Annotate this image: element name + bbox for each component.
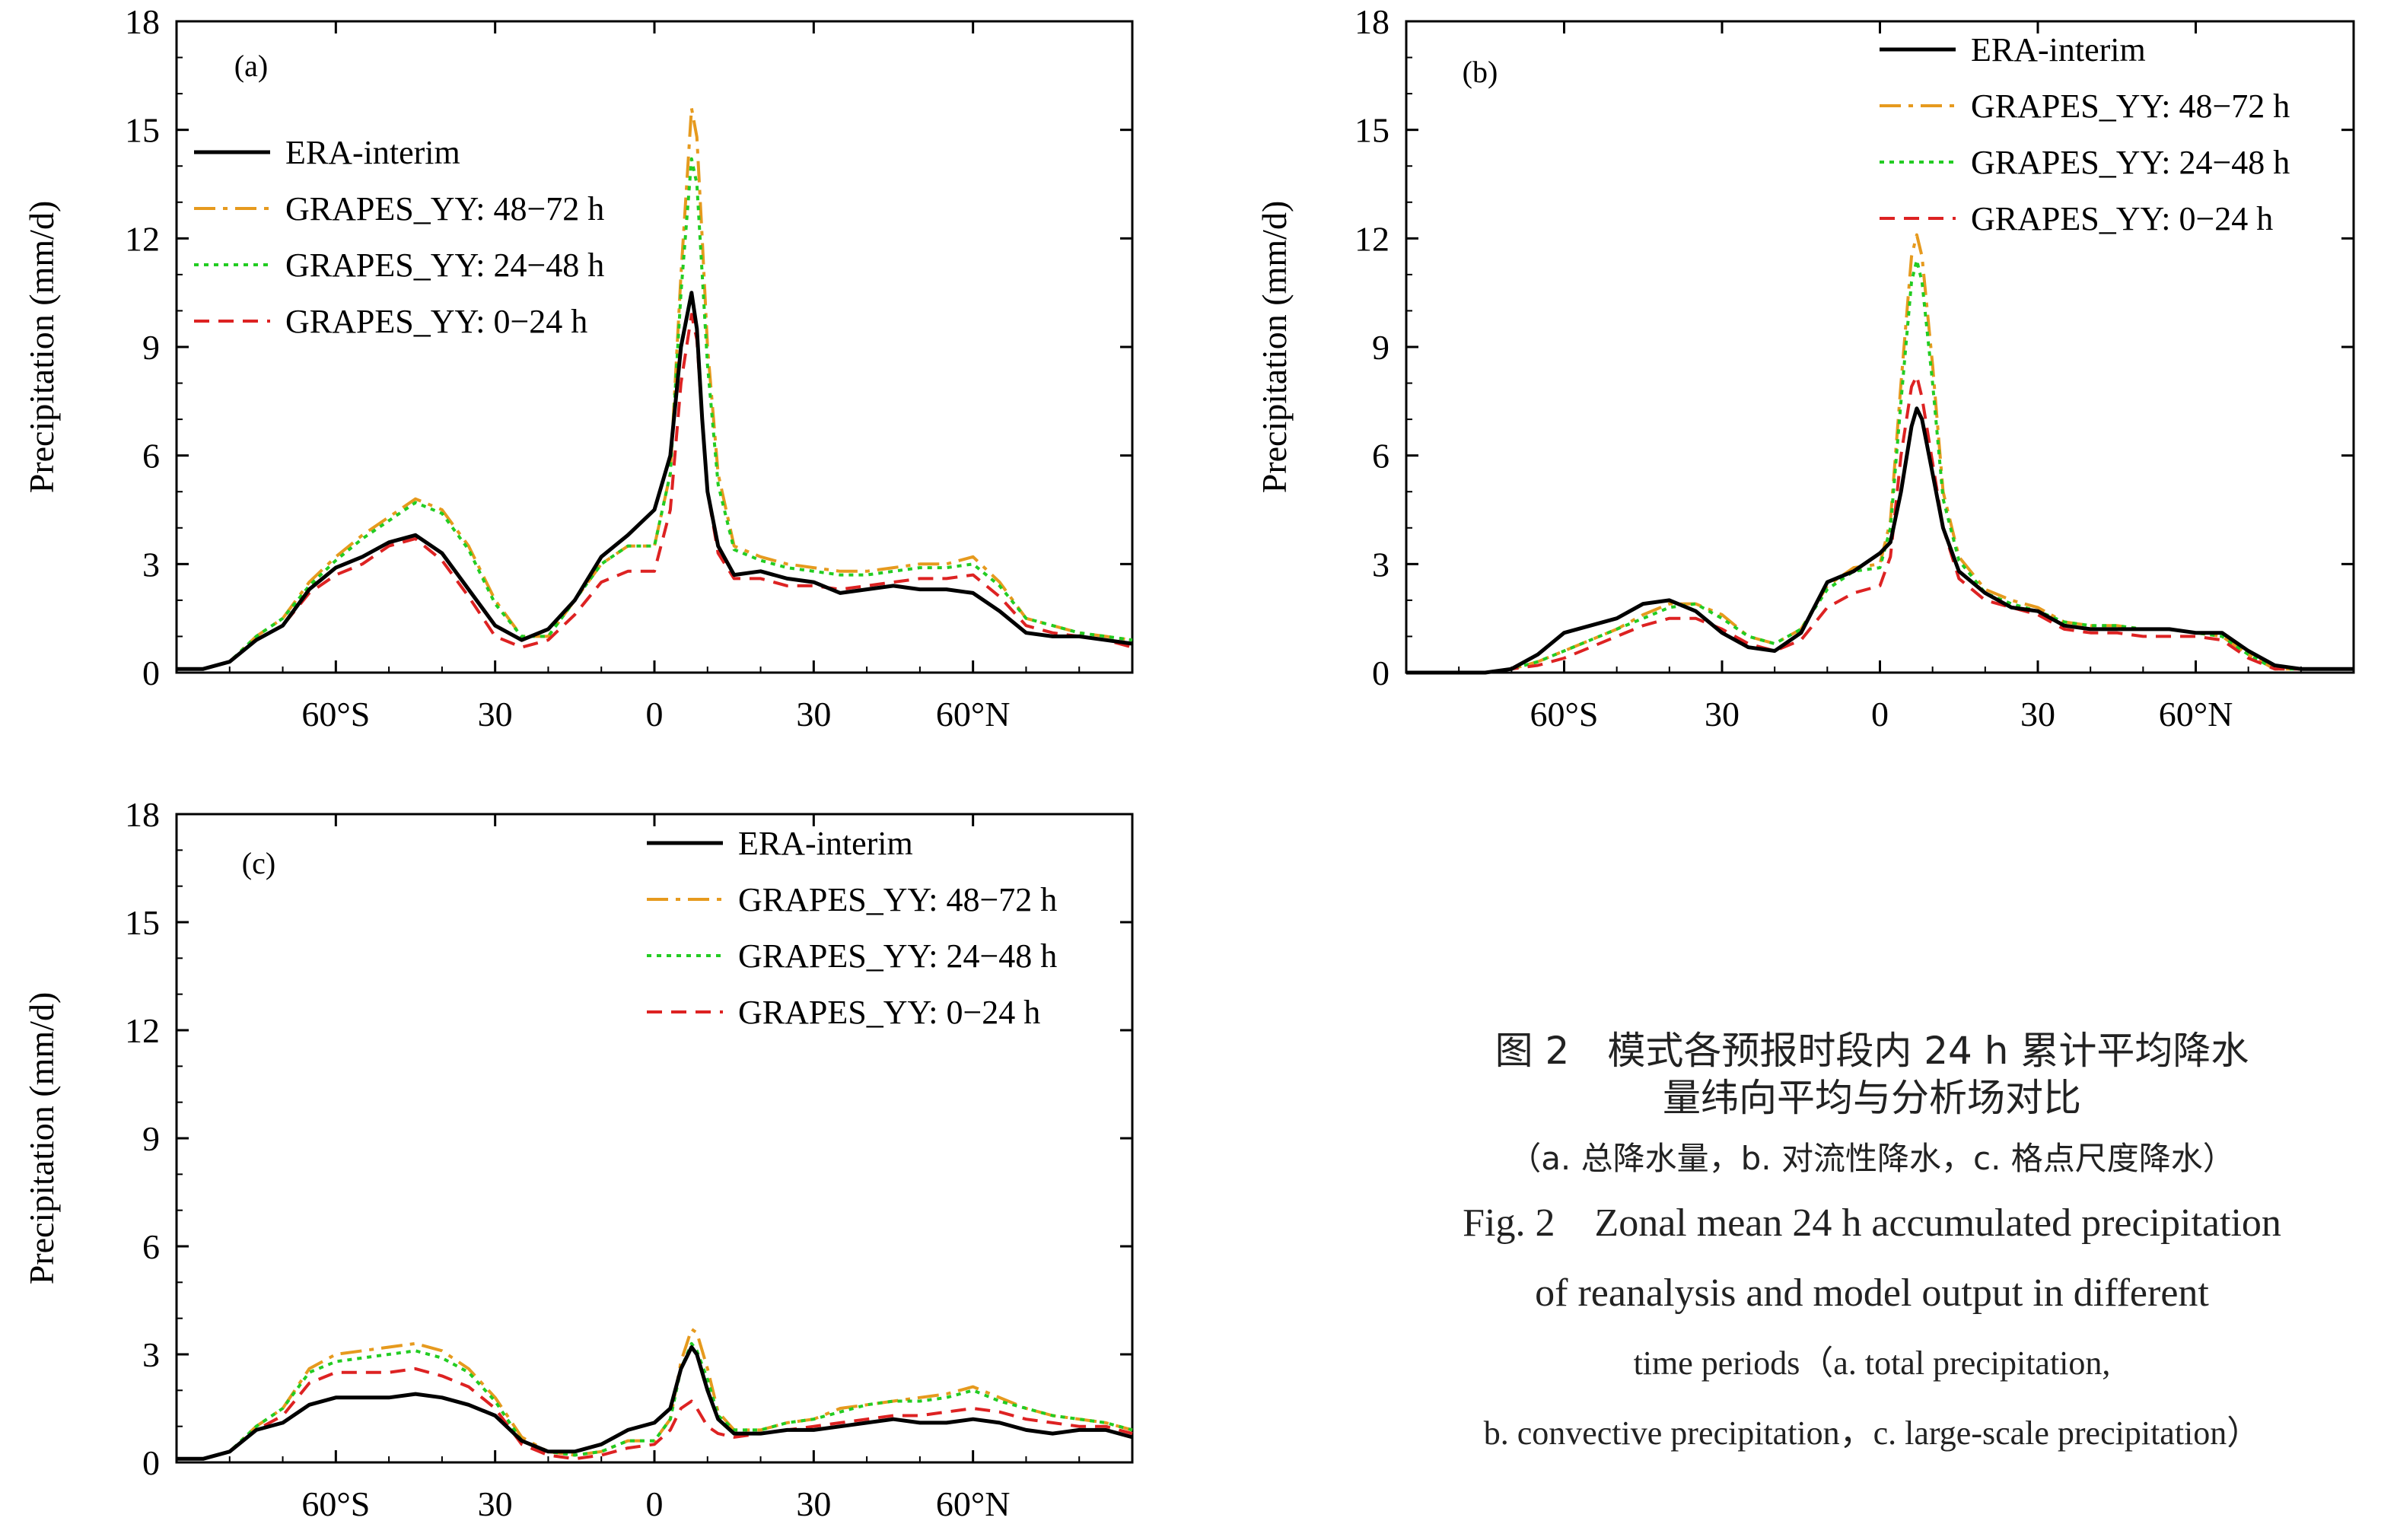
legend-label: GRAPES_YY: 24−48 h: [738, 937, 1057, 975]
figure-caption: 图 2 模式各预报时段内 24 h 累计平均降水 量纬向平均与分析场对比 （a.…: [1377, 1027, 2367, 1465]
caption-en-line-3: time periods（a. total precipitation,: [1633, 1344, 2111, 1382]
series-line-grapes-48-72h: [1406, 233, 2354, 674]
y-tick-label: 9: [1372, 328, 1389, 367]
legend-label: ERA-interim: [738, 825, 913, 862]
y-tick-label: 0: [1372, 654, 1389, 692]
y-tick-label: 18: [125, 795, 160, 834]
series-line-grapes-48-72h: [177, 107, 1133, 671]
series-line-grapes-0-24h: [177, 313, 1133, 671]
caption-en-line-1: Fig. 2 Zonal mean 24 h accumulated preci…: [1463, 1201, 2281, 1245]
y-tick-label: 12: [1354, 219, 1389, 258]
caption-en-line-2: of reanalysis and model output in differ…: [1535, 1271, 2209, 1315]
y-tick-label: 3: [142, 1335, 160, 1374]
x-tick-label: 30: [478, 1484, 513, 1523]
y-tick-label: 3: [142, 545, 160, 584]
x-tick-label: 0: [646, 695, 664, 733]
panel-c: 0 3 6 9 12 15 18 60°S 30 0 30 60°N Precipitation (mm…: [22, 795, 1134, 1523]
y-axis-label: Precipitation (mm/d): [1255, 201, 1294, 494]
y-tick-label: 12: [125, 1011, 160, 1050]
series-line-era-interim: [177, 1345, 1133, 1461]
caption-zh-title-1: 图 2 模式各预报时段内 24 h 累计平均降水: [1495, 1029, 2249, 1073]
panel-a: 0 3 6 9 12 15 18 60°S 30 0 30 60°N Precipitation (mm…: [22, 2, 1134, 733]
series-line-era-interim: [177, 291, 1133, 671]
y-tick-label: 15: [125, 111, 160, 150]
x-tick-label: 30: [2020, 695, 2055, 733]
legend-label: GRAPES_YY: 0−24 h: [1971, 200, 2273, 237]
legend-label: GRAPES_YY: 0−24 h: [285, 303, 587, 340]
caption-en-line-4: b. convective precipitation，c. large-sca…: [1483, 1414, 2261, 1452]
x-tick-label: 0: [646, 1484, 664, 1523]
y-tick-label: 6: [142, 1227, 160, 1266]
y-tick-label: 18: [1354, 2, 1389, 41]
caption-zh-title-2: 量纬向平均与分析场对比: [1663, 1076, 2081, 1120]
y-tick-label: 9: [142, 328, 160, 367]
x-tick-label: 60°N: [2159, 695, 2233, 733]
y-tick-label: 6: [142, 437, 160, 476]
x-tick-label: 30: [796, 1484, 831, 1523]
x-tick-label: 60°S: [1530, 695, 1599, 733]
legend-label: ERA-interim: [1971, 31, 2146, 68]
y-tick-label: 6: [1372, 437, 1389, 476]
x-tick-label: 0: [1871, 695, 1889, 733]
y-axis-label: Precipitation (mm/d): [22, 201, 61, 494]
x-tick-label: 60°S: [301, 1484, 370, 1523]
y-tick-label: 18: [125, 2, 160, 41]
y-tick-label: 9: [142, 1119, 160, 1158]
caption-zh-subtitle: （a. 总降水量，b. 对流性降水，c. 格点尺度降水）: [1509, 1140, 2235, 1177]
panel-b: 0 3 6 9 12 15 18 60°S 30 0 30 60°N Precipitation (mm…: [1255, 2, 2355, 733]
panel-label: (a): [234, 49, 268, 83]
legend-label: GRAPES_YY: 24−48 h: [285, 247, 604, 284]
y-tick-label: 12: [125, 219, 160, 258]
x-tick-label: 30: [796, 695, 831, 733]
legend-label: GRAPES_YY: 24−48 h: [1971, 144, 2290, 181]
y-tick-label: 3: [1372, 545, 1389, 584]
legend-label: GRAPES_YY: 0−24 h: [738, 994, 1040, 1031]
x-tick-label: 60°S: [301, 695, 370, 733]
series-line-grapes-24-48h: [1406, 258, 2354, 674]
legend-label: ERA-interim: [285, 134, 460, 171]
panel-label: (c): [242, 846, 275, 880]
x-tick-label: 60°N: [936, 1484, 1011, 1523]
legend-label: GRAPES_YY: 48−72 h: [285, 190, 604, 228]
series-line-grapes-0-24h: [177, 1367, 1133, 1461]
x-tick-label: 30: [1705, 695, 1740, 733]
x-tick-label: 60°N: [936, 695, 1011, 733]
x-tick-label: 30: [478, 695, 513, 733]
panel-label: (b): [1463, 55, 1498, 89]
series-line-era-interim: [1406, 406, 2354, 675]
y-tick-label: 0: [142, 1443, 160, 1482]
legend-label: GRAPES_YY: 48−72 h: [1971, 88, 2290, 125]
y-tick-label: 15: [125, 903, 160, 942]
series-line-grapes-0-24h: [1406, 374, 2354, 674]
y-axis-label: Precipitation (mm/d): [22, 992, 61, 1285]
series-line-grapes-48-72h: [177, 1327, 1133, 1461]
y-tick-label: 15: [1354, 111, 1389, 150]
series-line-grapes-24-48h: [177, 157, 1133, 671]
y-tick-label: 0: [142, 654, 160, 692]
legend-label: GRAPES_YY: 48−72 h: [738, 881, 1057, 918]
